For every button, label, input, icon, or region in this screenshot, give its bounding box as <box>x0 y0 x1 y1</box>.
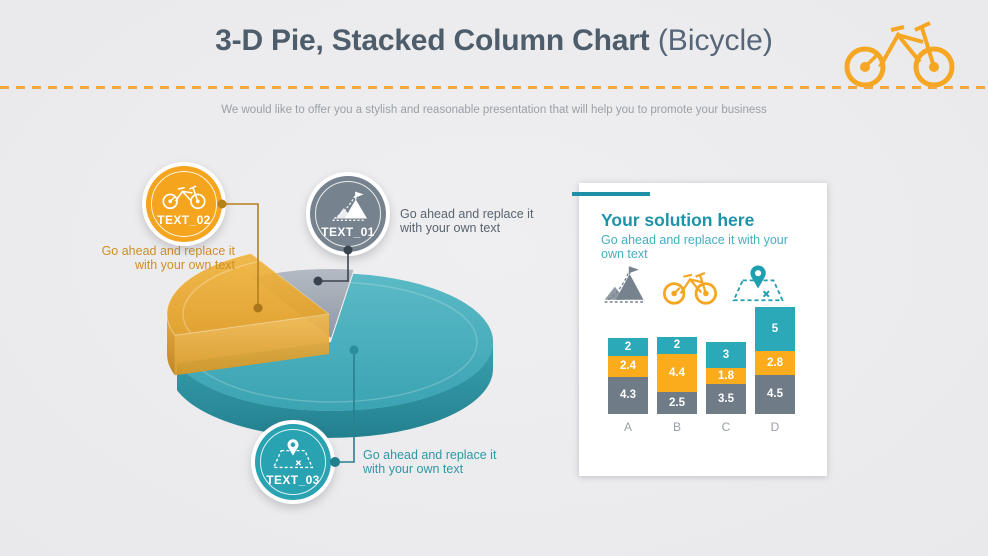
bicycle-icon <box>162 184 206 209</box>
bar-segment-gray-bottom[interactable]: 2.5 <box>657 392 697 414</box>
category-label: C <box>721 420 731 434</box>
bar-segment-teal-top[interactable]: 5 <box>755 307 795 351</box>
page-title: 3-D Pie, Stacked Column Chart (Bicycle) <box>0 24 988 58</box>
badge-text03[interactable]: TEXT_03 <box>251 420 335 504</box>
bar-segment-orange-middle[interactable]: 4.4 <box>657 353 697 393</box>
header-bicycle-icon <box>844 21 955 88</box>
page-subtitle: We would like to offer you a stylish and… <box>221 104 767 116</box>
map-pin-icon <box>272 438 314 468</box>
bar-segment-gray-bottom[interactable]: 3.5 <box>706 383 746 414</box>
caption-text03: Go ahead and replace it with your own tex… <box>363 448 497 476</box>
chart-column-B: 2 4.4 2.5 B <box>657 336 697 434</box>
title-main: 3-D Pie, Stacked Column Chart <box>215 24 650 57</box>
bar-segment-gray-bottom[interactable]: 4.3 <box>608 376 648 414</box>
caption-text01: Go ahead and replace it with your own tex… <box>400 207 534 235</box>
badge-label-text02: TEXT_02 <box>157 212 211 227</box>
category-label: A <box>623 420 632 434</box>
card-icon-row <box>601 263 811 305</box>
bar-segment-orange-middle[interactable]: 1.8 <box>706 367 746 384</box>
category-label: B <box>672 420 681 434</box>
badge-label-text01: TEXT_01 <box>321 224 375 239</box>
bar-segment-teal-top[interactable]: 3 <box>706 341 746 368</box>
badge-label-text03: TEXT_03 <box>266 472 320 487</box>
bar-segment-orange-middle[interactable]: 2.4 <box>608 355 648 377</box>
bar-segment-teal-top[interactable]: 2 <box>657 336 697 354</box>
stacked-column-chart: 2 2.4 4.3 A 2 4.4 2.5 B 3 1.8 3.5 C 5 2.8 4.5 D <box>608 307 795 434</box>
card-accent-bar <box>572 192 650 196</box>
mountain-flag-icon <box>332 191 368 221</box>
bar-segment-gray-bottom[interactable]: 4.5 <box>755 374 795 414</box>
dashed-separator <box>0 86 988 89</box>
title-sub: (Bicycle) <box>649 24 773 57</box>
bicycle-icon <box>662 271 718 305</box>
chart-column-C: 3 1.8 3.5 C <box>706 341 746 434</box>
caption-text02: Go ahead and replace it with your own tex… <box>101 244 235 272</box>
category-label: D <box>770 420 780 434</box>
badge-text02[interactable]: TEXT_02 <box>142 162 226 246</box>
card-subtitle: Go ahead and replace it with your own te… <box>601 233 788 261</box>
bar-segment-orange-middle[interactable]: 2.8 <box>755 350 795 375</box>
map-pin-icon <box>732 265 784 302</box>
chart-column-D: 5 2.8 4.5 D <box>755 307 795 434</box>
solution-card: Your solution here Go ahead and replace … <box>572 183 827 476</box>
bar-segment-teal-top[interactable]: 2 <box>608 338 648 356</box>
badge-text01[interactable]: TEXT_01 <box>306 172 390 256</box>
card-title: Your solution here <box>601 210 755 230</box>
chart-column-A: 2 2.4 4.3 A <box>608 338 648 434</box>
mountain-flag-icon <box>604 266 644 303</box>
